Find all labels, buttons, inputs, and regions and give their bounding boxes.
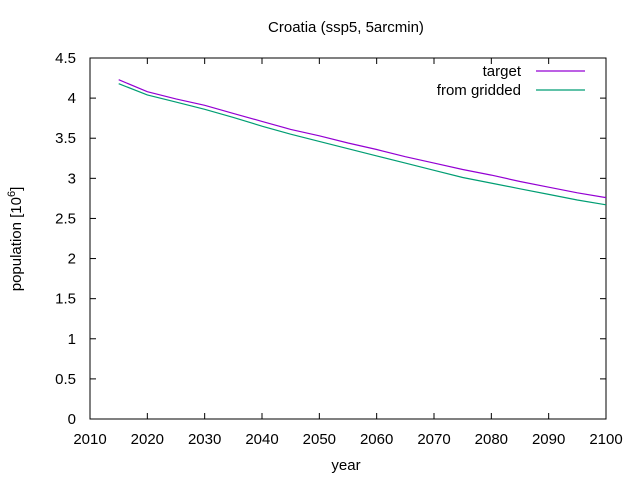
y-axis: 0 0.5 1 1.5 2 2.5 3 3.5 4 4.5 (55, 50, 606, 428)
x-tick-label: 2080 (475, 431, 508, 448)
x-tick-label: 2060 (360, 431, 393, 448)
y-tick-label: 4 (68, 90, 76, 107)
y-tick-label: 3.5 (55, 130, 76, 147)
x-tick-label: 2070 (417, 431, 450, 448)
series-lines (118, 79, 607, 206)
plot-frame (89, 57, 607, 420)
x-tick-label: 2100 (589, 431, 622, 448)
legend: target from gridded (437, 63, 585, 99)
x-tick-label: 2090 (532, 431, 565, 448)
y-tick-label: 0 (68, 411, 76, 428)
legend-label-from-gridded: from gridded (437, 82, 521, 99)
x-tick-label: 2050 (303, 431, 336, 448)
y-axis-label: population [106] (6, 187, 25, 292)
series-line-target (118, 79, 607, 199)
y-tick-label: 1.5 (55, 291, 76, 308)
chart-title: Croatia (ssp5, 5arcmin) (268, 19, 424, 36)
x-axis-label: year (331, 457, 360, 474)
x-tick-label: 2030 (188, 431, 221, 448)
x-tick-label: 2040 (245, 431, 278, 448)
y-axis-label-main: population [10 (8, 197, 25, 291)
y-tick-label: 3 (68, 170, 76, 187)
y-tick-label: 4.5 (55, 50, 76, 67)
x-tick-label: 2020 (131, 431, 164, 448)
y-axis-label-suffix: ] (8, 187, 25, 191)
y-tick-label: 2.5 (55, 210, 76, 227)
y-tick-label: 1 (68, 331, 76, 348)
series-line-from-gridded (118, 83, 607, 206)
y-tick-label: 2 (68, 251, 76, 268)
x-tick-label: 2010 (73, 431, 106, 448)
y-tick-label: 0.5 (55, 371, 76, 388)
legend-label-target: target (483, 63, 522, 80)
x-axis: 2010 2020 2030 2040 2050 2060 2070 2080 2090 2100 (73, 58, 623, 448)
y-axis-label-exponent: 6 (6, 191, 18, 197)
